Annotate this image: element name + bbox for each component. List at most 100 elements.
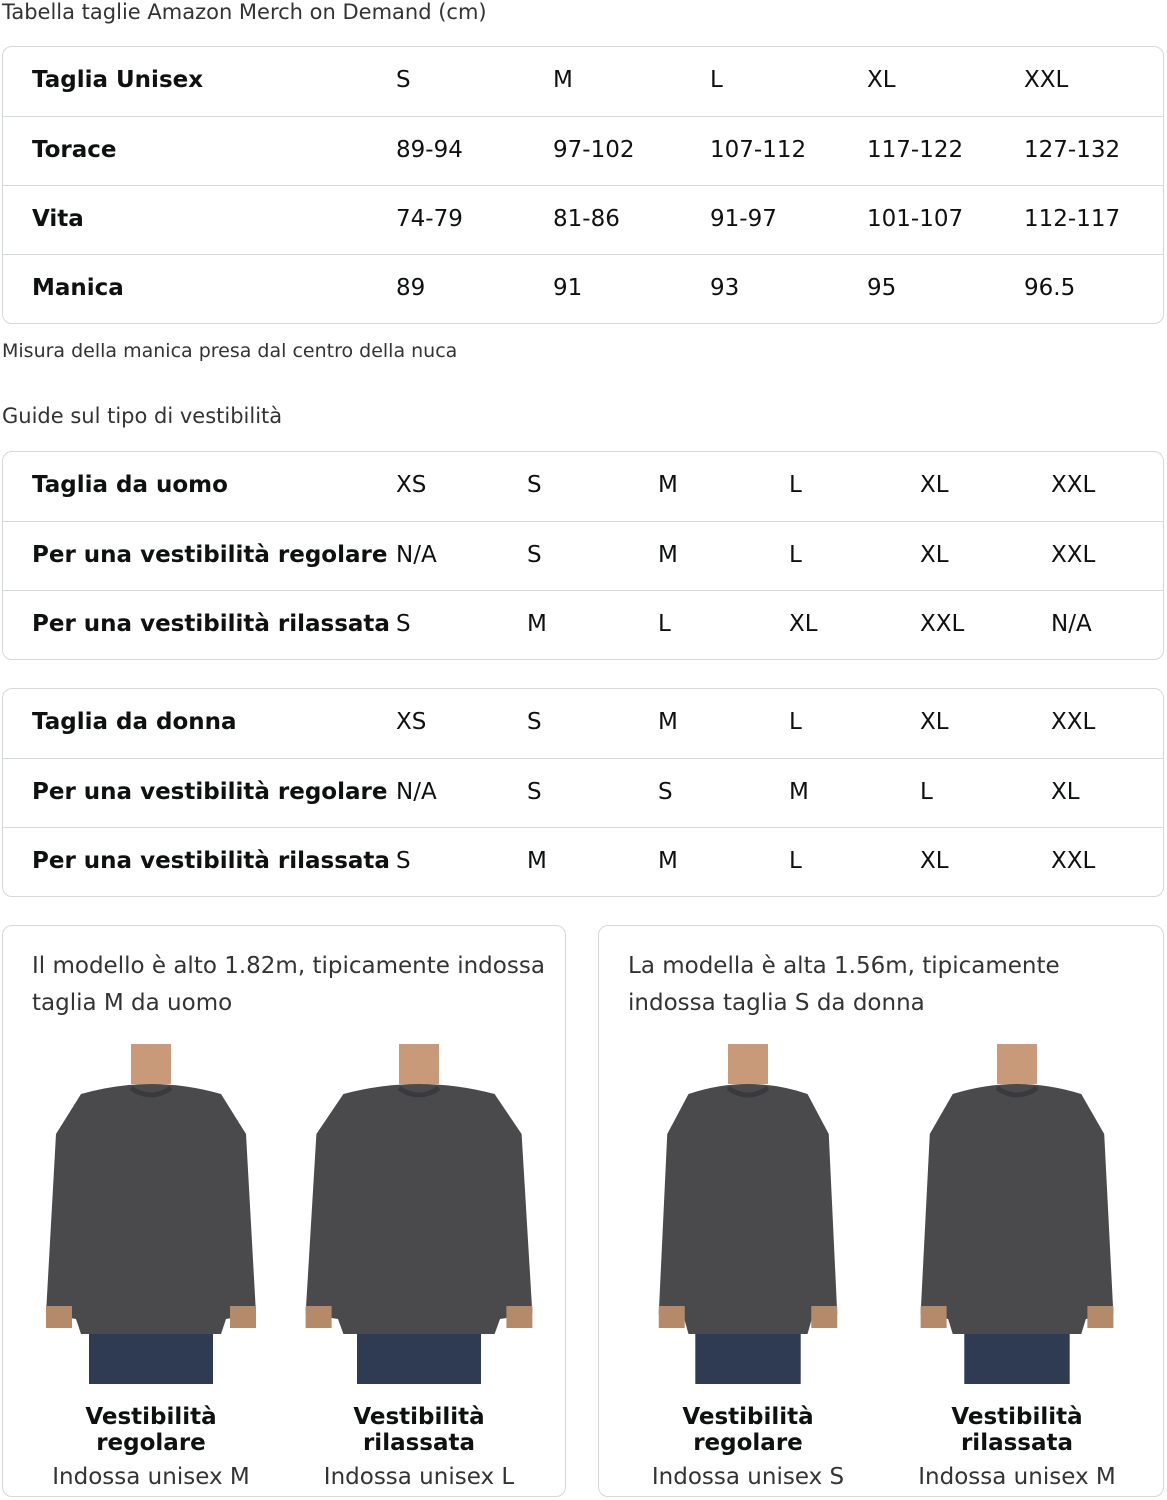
table-cell: L <box>789 848 802 874</box>
row-label: Torace <box>32 137 117 163</box>
table-cell: XL <box>920 848 949 874</box>
unisex-size-table: Taglia Unisex S M L XL XXL Torace 89-94 97-102 10… <box>2 46 1164 324</box>
row-label: Per una vestibilità regolare <box>32 779 388 805</box>
model-photo <box>920 1044 1114 1384</box>
table-cell: S <box>527 472 542 498</box>
wears-size: Indossa unisex L <box>323 1464 515 1490</box>
table-cell: L <box>920 779 933 805</box>
fit-guide-title: Guide sul tipo di vestibilità <box>2 404 283 428</box>
table-cell: N/A <box>396 779 437 805</box>
table-cell: M <box>553 67 573 93</box>
wears-size: Indossa unisex M <box>918 1464 1116 1490</box>
table-cell: M <box>658 542 678 568</box>
table-cell: XL <box>920 472 949 498</box>
table-row: Manica 89 91 93 95 96.5 <box>3 254 1163 323</box>
fit-label: Vestibilità regolare <box>682 1404 814 1456</box>
table-cell: L <box>789 472 802 498</box>
fit-label: Vestibilità rilassata <box>353 1404 485 1456</box>
table-cell: XL <box>867 67 896 93</box>
fit-label: Vestibilità regolare <box>85 1404 217 1456</box>
table-cell: 107-112 <box>710 137 807 163</box>
male-model-card: Il modello è alto 1.82m, tipicamente ind… <box>2 925 566 1497</box>
model-photo <box>46 1044 256 1384</box>
table-cell: N/A <box>396 542 437 568</box>
table-cell: XXL <box>1051 542 1096 568</box>
table-row: Vita 74-79 81-86 91-97 101-107 112-117 <box>3 185 1163 254</box>
table-cell: L <box>658 611 671 637</box>
table-cell: XXL <box>1051 848 1096 874</box>
table-cell: S <box>527 779 542 805</box>
model-figure: Vestibilità rilassata Indossa unisex M <box>897 1044 1137 1490</box>
table-row: Per una vestibilità regolare N/A S S M L XL <box>3 758 1163 827</box>
fit-label: Vestibilità rilassata <box>951 1404 1083 1456</box>
table-row: Taglia da uomo XS S M L XL XXL <box>3 452 1163 521</box>
model-figure: Vestibilità regolare Indossa unisex S <box>628 1044 868 1490</box>
wears-size: Indossa unisex M <box>52 1464 250 1490</box>
row-label: Per una vestibilità regolare <box>32 542 388 568</box>
table-cell: 81-86 <box>553 206 620 232</box>
table-cell: 96.5 <box>1024 275 1076 301</box>
table-cell: S <box>396 67 411 93</box>
table-cell: XXL <box>1051 709 1096 735</box>
table-cell: 112-117 <box>1024 206 1121 232</box>
row-label: Vita <box>32 206 84 232</box>
model-photo <box>658 1044 838 1384</box>
table-cell: XL <box>920 542 949 568</box>
sleeve-note: Misura della manica presa dal centro del… <box>2 340 458 362</box>
men-fit-table: Taglia da uomo XS S M L XL XXL Per una vestibil… <box>2 451 1164 660</box>
table-row: Per una vestibilità regolare N/A S M L XL XXL <box>3 521 1163 590</box>
table-cell: 89 <box>396 275 426 301</box>
table-row: Taglia da donna XS S M L XL XXL <box>3 689 1163 758</box>
model-description: La modella è alta 1.56m, tipicamente ind… <box>628 953 1060 1016</box>
table-row: Per una vestibilità rilassata S M L XL XXL N/A <box>3 590 1163 659</box>
table-cell: 127-132 <box>1024 137 1121 163</box>
table-cell: XXL <box>1024 67 1069 93</box>
table-cell: M <box>789 779 809 805</box>
table-row: Torace 89-94 97-102 107-112 117-122 127-132 <box>3 116 1163 185</box>
table-cell: 91 <box>553 275 583 301</box>
table-cell: 93 <box>710 275 740 301</box>
table-row: Taglia Unisex S M L XL XXL <box>3 47 1163 116</box>
table-cell: 89-94 <box>396 137 463 163</box>
table-cell: M <box>658 709 678 735</box>
table-cell: XXL <box>920 611 965 637</box>
table-cell: N/A <box>1051 611 1092 637</box>
table-row: Per una vestibilità rilassata S M M L XL XXL <box>3 827 1163 896</box>
table-cell: S <box>527 542 542 568</box>
row-label: Manica <box>32 275 124 301</box>
table-cell: XL <box>789 611 818 637</box>
row-label: Per una vestibilità rilassata <box>32 848 390 874</box>
table-cell: 95 <box>867 275 897 301</box>
row-label: Taglia da uomo <box>32 472 228 498</box>
table-cell: L <box>789 542 802 568</box>
row-label: Taglia Unisex <box>32 67 204 93</box>
table-cell: XL <box>1051 779 1080 805</box>
row-label: Per una vestibilità rilassata <box>32 611 390 637</box>
table-cell: L <box>789 709 802 735</box>
table-cell: XXL <box>1051 472 1096 498</box>
women-fit-table: Taglia da donna XS S M L XL XXL Per una vestibi… <box>2 688 1164 897</box>
table-cell: S <box>527 709 542 735</box>
table-cell: 91-97 <box>710 206 777 232</box>
table-cell: XS <box>396 472 427 498</box>
model-figure: Vestibilità regolare Indossa unisex M <box>31 1044 271 1490</box>
row-label: Taglia da donna <box>32 709 237 735</box>
table-cell: M <box>527 848 547 874</box>
table-cell: S <box>396 848 411 874</box>
table-cell: 101-107 <box>867 206 964 232</box>
table-cell: S <box>658 779 673 805</box>
table-cell: 117-122 <box>867 137 964 163</box>
table-cell: M <box>658 472 678 498</box>
table-cell: XS <box>396 709 427 735</box>
model-description: Il modello è alto 1.82m, tipicamente ind… <box>32 953 545 1016</box>
wears-size: Indossa unisex S <box>651 1464 845 1490</box>
table-cell: XL <box>920 709 949 735</box>
model-figure: Vestibilità rilassata Indossa unisex L <box>299 1044 539 1490</box>
table-cell: M <box>527 611 547 637</box>
table-cell: 74-79 <box>396 206 463 232</box>
table-cell: M <box>658 848 678 874</box>
model-photo <box>305 1044 533 1384</box>
female-model-card: La modella è alta 1.56m, tipicamente ind… <box>598 925 1164 1497</box>
table-cell: S <box>396 611 411 637</box>
page-title: Tabella taglie Amazon Merch on Demand (c… <box>2 0 487 24</box>
